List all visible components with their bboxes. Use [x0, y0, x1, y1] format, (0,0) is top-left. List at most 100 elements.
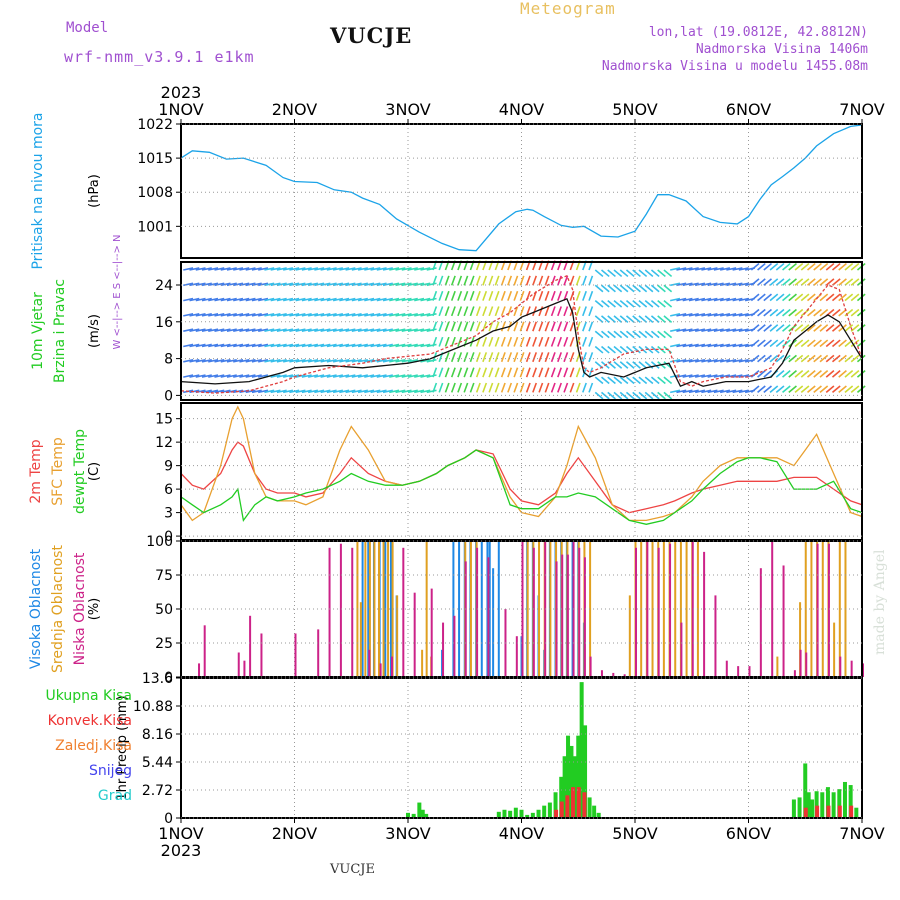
- wind-barb: [395, 267, 406, 271]
- wind-barb: [625, 269, 635, 278]
- wind-barb: [794, 293, 804, 302]
- wind-barb: [183, 374, 194, 378]
- wind-barb: [682, 282, 693, 287]
- wind-barb: [226, 358, 237, 363]
- wind-barb: [376, 389, 387, 394]
- wind-barb: [519, 352, 525, 363]
- wind-barb: [588, 336, 594, 347]
- wind-barb: [650, 269, 660, 278]
- wind-barb: [494, 336, 500, 347]
- wind-barb: [838, 354, 847, 363]
- bar-ukupna-kisa: [842, 781, 847, 818]
- wind-barb: [557, 382, 562, 393]
- wind-barb: [407, 297, 418, 302]
- wind-barb: [438, 275, 444, 286]
- y-axis-label-2: Niska Oblacnost: [72, 552, 88, 665]
- wind-barb: [688, 328, 699, 332]
- wind-barb: [838, 262, 847, 271]
- wind-barb: [613, 269, 623, 278]
- wind-barb: [638, 330, 648, 339]
- wind-barb: [594, 315, 604, 323]
- wind-barb: [825, 370, 835, 378]
- bar-niska-oblacnost: [198, 663, 201, 677]
- wind-barb: [544, 336, 550, 347]
- wind-barb: [775, 385, 785, 394]
- wind-barb: [500, 336, 506, 347]
- wind-barb: [694, 374, 706, 378]
- wind-barb: [414, 297, 425, 302]
- wind-barb: [707, 297, 718, 302]
- bar-niska-oblacnost: [680, 622, 683, 677]
- wind-barb: [450, 382, 456, 393]
- wind-barb: [420, 313, 431, 317]
- wind-barb: [332, 389, 344, 394]
- wind-barb: [494, 306, 500, 317]
- wind-barb: [588, 382, 594, 393]
- wind-barb: [195, 297, 206, 302]
- wind-barb: [258, 282, 269, 287]
- bar-niska-oblacnost: [578, 547, 581, 677]
- wind-barb: [357, 313, 369, 317]
- wind-barb: [345, 389, 356, 394]
- bar-niska-oblacnost: [402, 547, 405, 677]
- wind-barb: [807, 262, 816, 271]
- wind-barb: [607, 284, 616, 293]
- wind-barb: [507, 306, 513, 317]
- bar-niska-oblacnost: [532, 547, 535, 677]
- unit-label: (C): [87, 462, 102, 481]
- wind-barb: [345, 328, 356, 332]
- x-tick-label-top: 5NOV: [612, 100, 657, 119]
- panel-wind: 24 16 8 0 (m/s) 10m Vjetar Brzina i Pravac W <-…: [30, 234, 866, 404]
- x-tick-label-top: 2NOV: [272, 100, 317, 119]
- bar-ukupna-kisa: [583, 725, 588, 818]
- wind-barb: [345, 343, 356, 348]
- bar-srednja-oblacnost: [821, 541, 824, 677]
- wind-barb: [376, 267, 387, 271]
- bar-ukupna-kisa: [508, 810, 513, 818]
- wind-barb: [775, 324, 785, 332]
- wind-barb: [738, 267, 749, 271]
- wind-barb: [351, 343, 362, 348]
- wind-barb: [339, 267, 350, 271]
- wind-barb: [831, 308, 841, 317]
- wind-barb: [513, 352, 519, 363]
- wind-barb: [258, 297, 269, 302]
- wind-barb: [788, 385, 797, 394]
- wind-barb: [613, 315, 623, 323]
- y-tick-label: 100: [146, 534, 173, 550]
- wind-barb: [295, 328, 306, 332]
- wind-barb: [276, 313, 287, 317]
- bar-konvek-kisa: [849, 805, 854, 818]
- wind-barb: [469, 321, 475, 332]
- bar-ukupna-kisa: [831, 792, 836, 818]
- wind-barb: [208, 389, 219, 394]
- wind-barb: [395, 297, 406, 302]
- wind-barb: [258, 328, 269, 332]
- bar-niska-oblacnost: [515, 636, 518, 677]
- wind-barb: [769, 293, 779, 302]
- wind-barb: [208, 358, 219, 363]
- wind-barb: [208, 343, 219, 348]
- wind-barb: [469, 382, 475, 393]
- wind-barb: [450, 306, 456, 317]
- wind-barb: [450, 352, 456, 363]
- wind-barb: [426, 282, 437, 287]
- bar-srednja-oblacnost: [538, 541, 541, 677]
- wind-barb: [370, 374, 381, 378]
- wind-barb: [607, 330, 616, 339]
- wind-barb: [364, 374, 375, 378]
- wind-barb: [339, 358, 350, 363]
- wind-barb: [444, 352, 450, 363]
- wind-barb: [831, 354, 841, 363]
- wind-barb: [719, 267, 731, 271]
- wind-barb: [750, 308, 760, 317]
- wind-barb: [438, 290, 444, 301]
- y-axis-label-0: Pritisak na nivou mora: [30, 112, 46, 269]
- wind-barb: [532, 382, 538, 393]
- wind-barb: [469, 306, 475, 317]
- wind-barb: [619, 376, 629, 385]
- wind-barb: [382, 282, 393, 287]
- bar-niska-oblacnost: [442, 622, 445, 677]
- wind-barb: [426, 297, 437, 302]
- wind-barb: [750, 324, 760, 332]
